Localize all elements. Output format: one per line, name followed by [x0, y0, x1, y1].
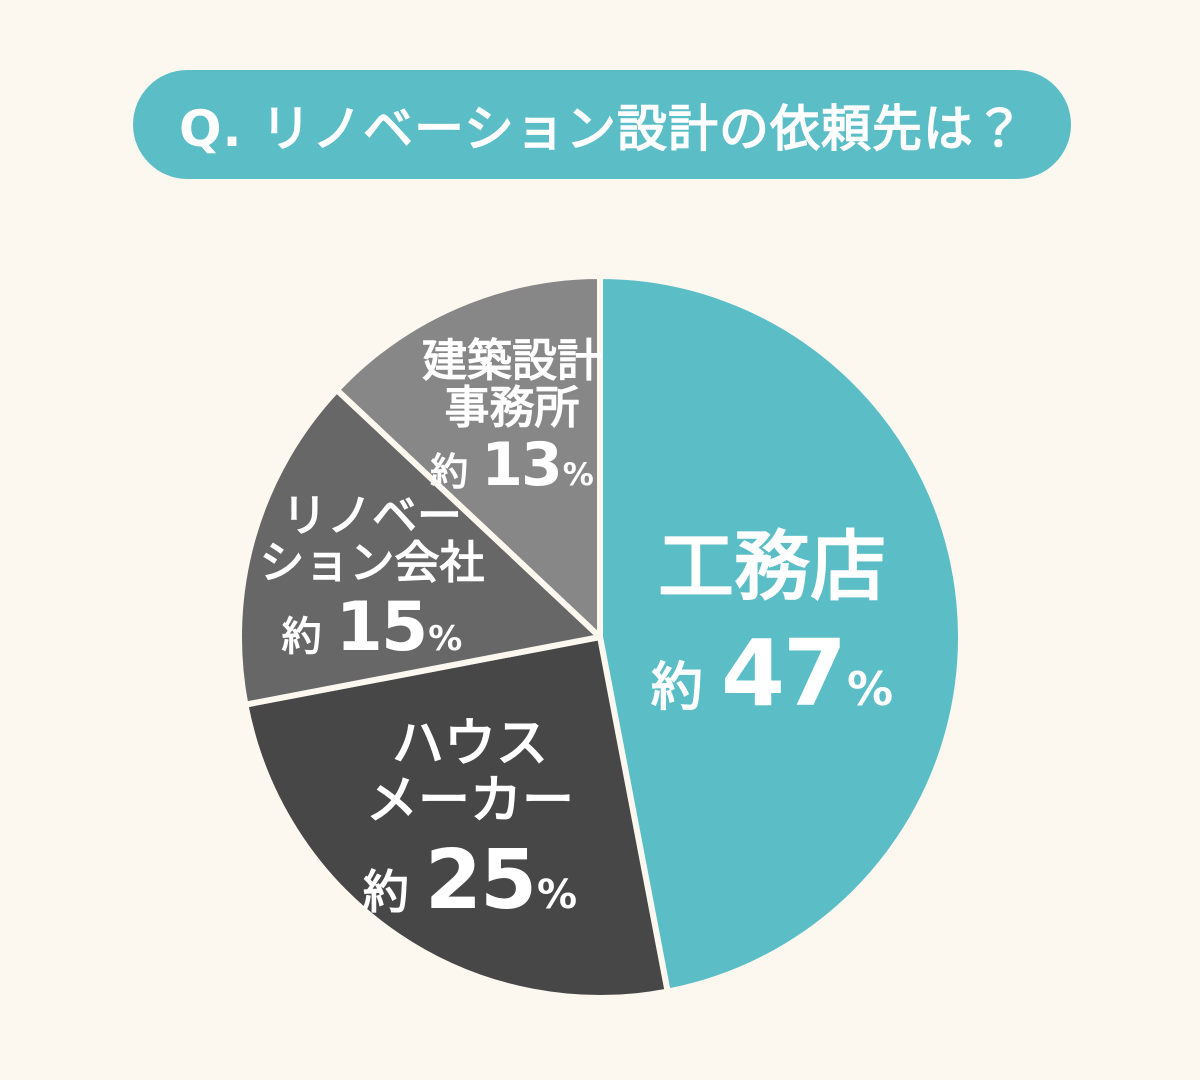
approx-prefix: 約	[430, 450, 469, 494]
slice-percentage: 約 47 %	[651, 628, 893, 720]
slice-name-text: 事務所	[444, 381, 580, 434]
question-header-pill: Q. リノベーション設計の依頼先は？	[133, 70, 1071, 179]
pie-slice-renovation-company	[236, 386, 603, 708]
pie-slice-architecture-design-office	[333, 273, 603, 640]
slice-name-text: 建築設計	[421, 334, 603, 387]
percent-value: 15	[335, 588, 429, 667]
slice-label-house-maker: ハウス メーカー 約 25 %	[363, 716, 577, 922]
percent-value: 25	[424, 833, 537, 928]
slice-label-architecture-design-office: 建築設計 事務所 約 13 %	[422, 337, 602, 496]
slice-percentage: 約 15 %	[259, 594, 484, 662]
approx-prefix: 約	[650, 658, 703, 718]
slice-name-text: 工務店	[657, 522, 886, 611]
slice-name-text: リノベー	[281, 489, 463, 542]
slice-name-text: メーカー	[365, 771, 575, 831]
percent-sign: %	[428, 619, 463, 659]
slice-label-koumuten: 工務店 約 47 %	[651, 528, 893, 720]
approx-prefix: 約	[362, 865, 409, 919]
slice-name-text: ション会社	[259, 536, 485, 589]
percent-sign: %	[846, 662, 894, 716]
slice-percentage: 約 13 %	[422, 435, 602, 496]
slice-label-renovation-company: リノベー ション会社 約 15 %	[259, 492, 484, 662]
approx-prefix: 約	[281, 614, 322, 660]
percent-value: 47	[720, 620, 847, 727]
percent-sign: %	[562, 457, 594, 493]
question-title: Q. リノベーション設計の依頼先は？	[179, 99, 1025, 158]
percent-value: 13	[481, 430, 562, 500]
pie-slice-house-maker	[242, 634, 671, 1001]
slice-percentage: 約 25 %	[363, 840, 577, 922]
percent-sign: %	[537, 872, 578, 918]
pie-slice-koumuten	[597, 273, 964, 995]
slice-name-text: ハウス	[391, 714, 549, 774]
